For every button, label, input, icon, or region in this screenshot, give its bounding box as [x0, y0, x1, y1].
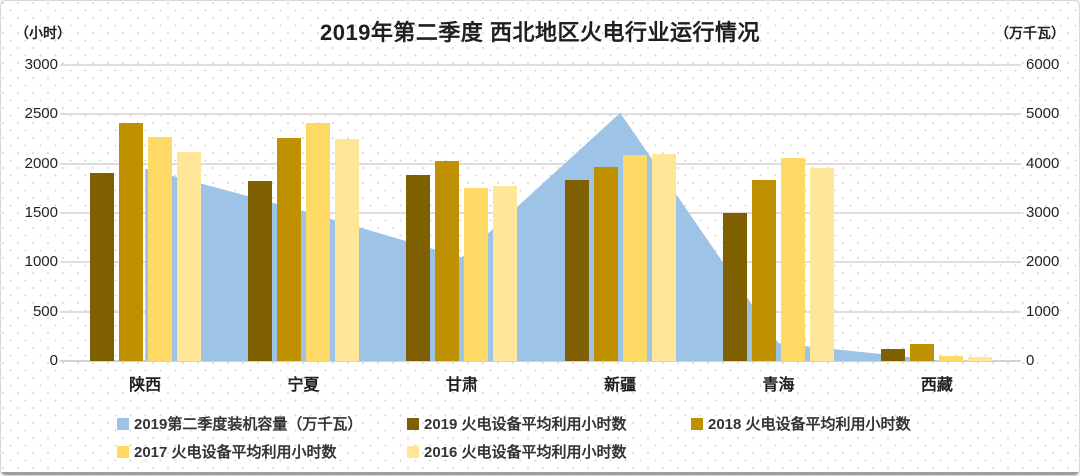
- left-axis-unit-label: （小时）: [15, 25, 71, 41]
- bar-2018-宁夏: [277, 137, 301, 361]
- bar-2019-宁夏: [248, 180, 272, 361]
- bar-2018-青海: [752, 179, 776, 361]
- legend-swatch-icon: [407, 417, 419, 430]
- bar-2017-宁夏: [306, 123, 330, 361]
- right-axis-tick-label: 6000: [1026, 56, 1060, 73]
- bar-2019-西藏: [881, 349, 906, 361]
- x-axis-label-新疆: 新疆: [604, 377, 637, 394]
- right-axis-tick-label: 3000: [1026, 204, 1060, 221]
- left-axis-tick-label: 500: [32, 302, 58, 320]
- right-axis-tick-label: 5000: [1026, 105, 1060, 123]
- bar-group-2: [248, 65, 359, 361]
- left-axis-tick-label: 3000: [24, 56, 58, 73]
- legend-swatch-icon: [117, 417, 129, 430]
- legend-swatch-icon: [691, 417, 703, 430]
- x-axis-label-甘肃: 甘肃: [445, 377, 478, 394]
- bar-group-3: [406, 65, 518, 361]
- bar-2016-西藏: [968, 357, 993, 361]
- bar-2019-青海: [723, 213, 747, 361]
- right-axis-tick-label: 2000: [1026, 253, 1060, 271]
- bar-2018-陕西: [118, 123, 143, 361]
- left-axis-tick-label: 1000: [24, 253, 58, 271]
- bar-2017-甘肃: [464, 187, 489, 361]
- legend-item: 2019 火电设备平均利用小时数: [407, 413, 627, 434]
- bar-2016-宁夏: [335, 138, 359, 361]
- x-axis-label-青海: 青海: [762, 377, 795, 394]
- x-axis-label-陕西: 陕西: [129, 377, 162, 394]
- bar-2016-新疆: [651, 153, 676, 361]
- right-axis-tick-label: 0: [1026, 352, 1035, 369]
- bar-2018-甘肃: [435, 160, 460, 361]
- right-axis-tick-label: 4000: [1026, 154, 1060, 172]
- legend-item: 2019第二季度装机容量（万千瓦）: [117, 413, 362, 434]
- gridline: [60, 162, 1021, 165]
- legend-item: 2018 火电设备平均利用小时数: [691, 413, 911, 434]
- legend-label: 2016 火电设备平均利用小时数: [424, 444, 627, 461]
- bar-2019-甘肃: [406, 175, 431, 361]
- legend-swatch-icon: [117, 445, 129, 458]
- left-axis-tick-label: 2000: [24, 154, 58, 172]
- gridline: [60, 360, 1021, 362]
- bar-2019-陕西: [89, 173, 114, 361]
- legend-label: 2019第二季度装机容量（万千瓦）: [134, 416, 363, 433]
- chart-title: 2019年第二季度 西北地区火电行业运行情况: [319, 20, 761, 45]
- bar-group-4: [564, 65, 676, 361]
- bar-group-6: [881, 65, 993, 361]
- bar-2017-新疆: [622, 154, 647, 361]
- left-axis-tick-label: 2500: [24, 105, 58, 123]
- bar-2016-陕西: [176, 151, 201, 361]
- legend-item: 2017 火电设备平均利用小时数: [117, 441, 337, 462]
- bar-2016-甘肃: [493, 185, 518, 361]
- left-axis-tick-label: 1500: [24, 204, 58, 221]
- x-axis-label-西藏: 西藏: [920, 377, 953, 394]
- gridline: [60, 113, 1021, 116]
- bar-group-5: [723, 65, 834, 361]
- window-bottom-edge: [1, 472, 1079, 475]
- bar-2016-青海: [810, 168, 834, 361]
- legend-item: 2016 火电设备平均利用小时数: [407, 441, 627, 462]
- legend-label: 2017 火电设备平均利用小时数: [134, 444, 337, 461]
- bar-2018-新疆: [593, 167, 618, 361]
- bar-2017-陕西: [147, 137, 172, 361]
- legend-swatch-icon: [407, 445, 419, 458]
- legend-label: 2019 火电设备平均利用小时数: [424, 416, 627, 433]
- bar-2019-新疆: [564, 179, 589, 361]
- left-axis-tick-label: 0: [49, 352, 58, 369]
- plot-area: 3000 6000 2500 5000 2000 4000 1500 3000 1000 2000…: [25, 56, 1060, 394]
- bar-group-1: [89, 65, 201, 361]
- gridline: [60, 64, 1021, 66]
- bar-2017-西藏: [939, 355, 964, 361]
- right-axis-tick-label: 1000: [1026, 302, 1060, 320]
- x-axis-label-宁夏: 宁夏: [287, 377, 320, 394]
- bar-2017-青海: [781, 157, 805, 361]
- bar-2018-西藏: [910, 344, 935, 361]
- legend-label: 2018 火电设备平均利用小时数: [708, 416, 911, 433]
- installed-capacity-area-series: [145, 112, 937, 361]
- right-axis-unit-label: （万千瓦）: [995, 25, 1065, 41]
